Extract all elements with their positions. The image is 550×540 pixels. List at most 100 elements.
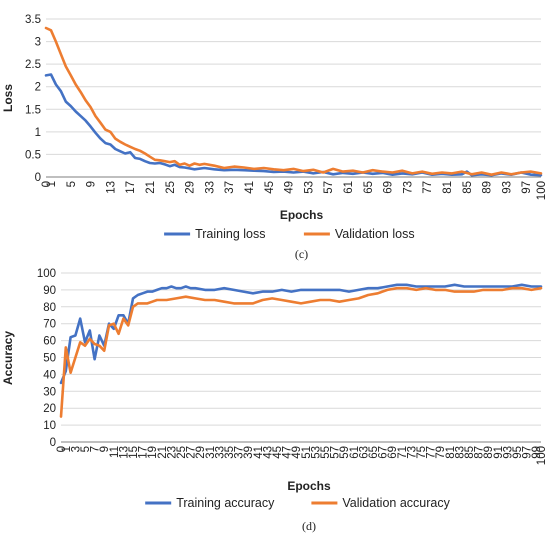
x-tick-label: 81 xyxy=(445,446,457,459)
x-tick-label: 13 xyxy=(105,181,117,194)
y-tick-label: 80 xyxy=(43,302,56,314)
x-tick-label: 49 xyxy=(291,446,303,459)
x-tick-label: 85 xyxy=(464,446,476,459)
x-tick-label: 79 xyxy=(435,446,447,459)
x-tick-label: 85 xyxy=(462,181,474,194)
x-tick-label: 91 xyxy=(493,446,505,459)
x-tick-label: 39 xyxy=(243,446,255,459)
x-tick-label: 100 xyxy=(536,181,548,200)
x-tick-label: 0 xyxy=(56,446,68,452)
x-tick-label: 81 xyxy=(442,181,454,194)
x-tick-label: 89 xyxy=(482,181,494,194)
y-axis-title: Accuracy xyxy=(1,331,15,385)
series-line-training-accuracy xyxy=(59,283,543,385)
x-tick-label: 43 xyxy=(262,446,274,459)
y-tick-label: 20 xyxy=(43,403,56,415)
x-tick-label: 23 xyxy=(166,446,178,459)
x-tick-label: 71 xyxy=(397,446,409,459)
y-tick-label: 70 xyxy=(43,319,56,331)
x-tick-label: 87 xyxy=(474,446,486,459)
x-tick-label: 53 xyxy=(310,446,322,459)
y-tick-label: 0 xyxy=(50,437,56,449)
y-tick-label: 50 xyxy=(43,353,56,365)
x-tick-label: 61 xyxy=(349,446,361,459)
y-tick-label: 0 xyxy=(35,172,41,184)
x-tick-label: 77 xyxy=(426,446,438,459)
x-tick-label: 47 xyxy=(282,446,294,459)
x-tick-label: 25 xyxy=(165,181,177,194)
x-tick-label: 25 xyxy=(176,446,188,459)
series-line-training-loss xyxy=(44,73,543,177)
y-tick-label: 1 xyxy=(35,127,41,139)
x-tick-label: 93 xyxy=(502,446,514,459)
x-tick-label: 69 xyxy=(383,181,395,194)
x-tick-label: 5 xyxy=(66,181,78,187)
x-tick-label: 33 xyxy=(214,446,226,459)
x-tick-label: 97 xyxy=(522,446,534,459)
y-tick-label: 10 xyxy=(43,420,56,432)
x-tick-label: 53 xyxy=(303,181,315,194)
x-tick-label: 61 xyxy=(343,181,355,194)
x-tick-label: 57 xyxy=(323,181,335,194)
x-tick-label: 95 xyxy=(512,446,524,459)
x-tick-label: 49 xyxy=(284,181,296,194)
legend: Training loss Validation loss xyxy=(164,227,415,241)
x-tick-label: 33 xyxy=(204,181,216,194)
x-tick-label: 57 xyxy=(330,446,342,459)
x-tick-label: 15 xyxy=(128,446,140,459)
x-tick-label: 59 xyxy=(339,446,351,459)
x-tick-label: 17 xyxy=(138,446,150,459)
x-tick-label: 29 xyxy=(195,446,207,459)
x-tick-label: 35 xyxy=(224,446,236,459)
x-tick-label: 83 xyxy=(454,446,466,459)
x-tick-label: 31 xyxy=(205,446,217,459)
y-tick-label: 2.5 xyxy=(25,59,41,71)
chart-loss: 00.511.522.533.501 5 9 13 17 21 25 29 33 37 41 45 49… xyxy=(1,14,548,261)
x-tick-label: 73 xyxy=(402,181,414,194)
x-tick-label: 65 xyxy=(363,181,375,194)
y-tick-label: 90 xyxy=(43,285,56,297)
x-tick-label: 37 xyxy=(224,181,236,194)
x-tick-label: 3 xyxy=(70,446,82,452)
series-line-validation-accuracy xyxy=(59,286,543,418)
x-tick-label: 9 xyxy=(86,181,98,187)
y-tick-label: 1.5 xyxy=(25,104,41,116)
series-line-validation-loss xyxy=(44,26,543,176)
y-tick-label: 2 xyxy=(35,82,41,94)
x-tick-label: 45 xyxy=(272,446,284,459)
x-axis-title: Epochs xyxy=(287,479,331,493)
x-tick-label: 93 xyxy=(501,181,513,194)
x-tick-label: 69 xyxy=(387,446,399,459)
x-tick-label: 89 xyxy=(483,446,495,459)
x-tick-label: 17 xyxy=(125,181,137,194)
x-tick-label: 21 xyxy=(145,181,157,194)
x-tick-label: 67 xyxy=(378,446,390,459)
x-tick-label: 11 xyxy=(109,446,121,458)
x-tick-label: 73 xyxy=(406,446,418,459)
x-tick-label: 21 xyxy=(157,446,169,459)
legend-label: Training accuracy xyxy=(176,496,275,510)
x-tick-label: 5 xyxy=(80,446,92,452)
legend-label: Training loss xyxy=(195,227,265,241)
legend: Training accuracy Validation accuracy xyxy=(145,496,451,510)
x-tick-label: 1 xyxy=(61,446,73,452)
y-tick-label: 3.5 xyxy=(25,14,41,26)
legend-label: Validation accuracy xyxy=(342,496,450,510)
x-tick-label: 13 xyxy=(118,446,130,459)
x-tick-label: 65 xyxy=(368,446,380,459)
x-tick-label: 45 xyxy=(264,181,276,194)
x-tick-label: 27 xyxy=(186,446,198,459)
x-tick-label: 7 xyxy=(90,446,102,452)
x-tick-label: 0 xyxy=(41,181,53,187)
y-tick-label: 30 xyxy=(43,386,56,398)
x-tick-label: 41 xyxy=(244,181,256,194)
x-tick-label: 55 xyxy=(320,446,332,459)
legend-label: Validation loss xyxy=(335,227,415,241)
x-tick-label: 29 xyxy=(185,181,197,194)
y-axis-title: Loss xyxy=(1,84,15,112)
y-tick-label: 40 xyxy=(43,369,56,381)
y-tick-label: 60 xyxy=(43,336,56,348)
figure-caption: (c) xyxy=(295,247,308,261)
x-axis-title: Epochs xyxy=(280,208,324,222)
